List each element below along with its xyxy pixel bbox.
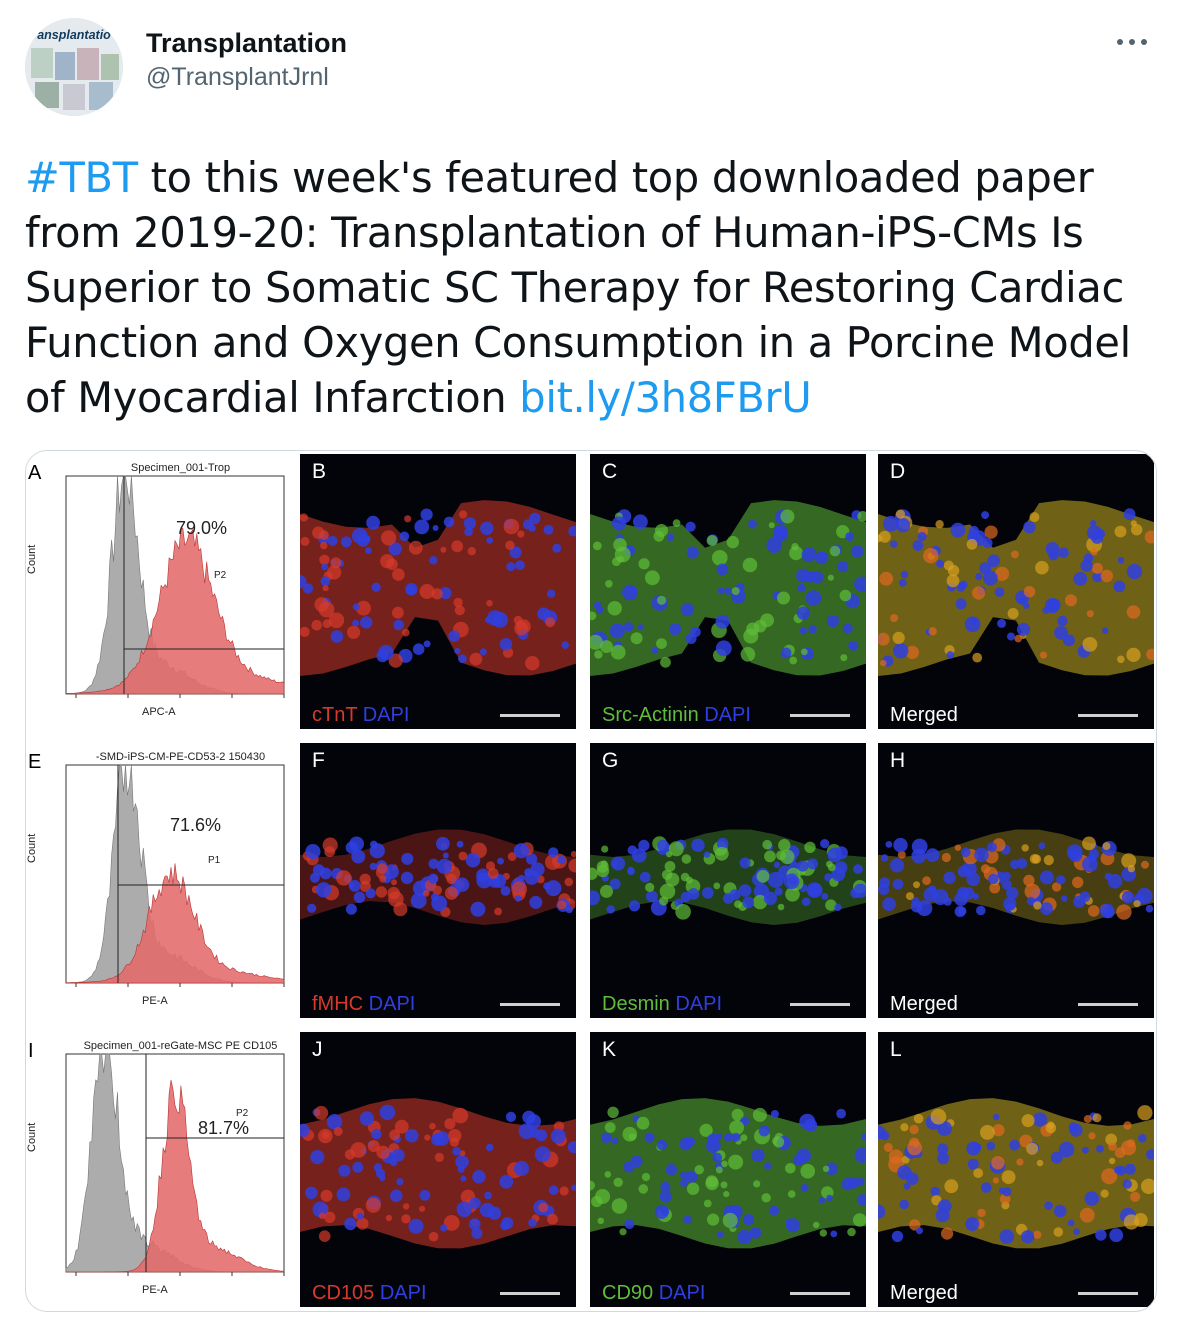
stain-caption: Merged bbox=[890, 1282, 958, 1305]
scale-bar bbox=[500, 714, 560, 717]
handle[interactable]: @TransplantJrnl bbox=[146, 63, 329, 91]
stain-label: DAPI bbox=[669, 993, 723, 1015]
scale-bar bbox=[1078, 1292, 1138, 1295]
microscopy-panel: D Merged bbox=[878, 454, 1154, 729]
flow-histogram-panel: I Specimen_001-reGate-MSC PE CD105 81.7% P2… bbox=[26, 1032, 290, 1307]
scale-bar bbox=[790, 1003, 850, 1006]
flow-histogram-panel: A Specimen_001-Trop 79.0% P2 Count APC-A bbox=[26, 454, 290, 729]
scale-bar bbox=[500, 1003, 560, 1006]
y-axis-label: Count bbox=[26, 544, 38, 574]
panel-letter: H bbox=[890, 749, 906, 772]
flow-histogram-panel: E -SMD-iPS-CM-PE-CD53-2 150430 71.6% P1 Coun… bbox=[26, 743, 290, 1018]
marker-histogram-curve bbox=[65, 527, 285, 695]
stain-caption: Src-Actinin DAPI bbox=[602, 704, 751, 727]
stain-label: Merged bbox=[890, 704, 958, 726]
stain-label: CD90 bbox=[602, 1282, 654, 1304]
panel-letter: F bbox=[312, 749, 325, 772]
tissue-image bbox=[878, 829, 1154, 925]
stain-caption: CD90 DAPI bbox=[602, 1282, 705, 1305]
x-axis-label: APC-A bbox=[142, 706, 176, 718]
microscopy-panel: J CD105 DAPI bbox=[300, 1032, 576, 1307]
stain-label: DAPI bbox=[363, 993, 416, 1015]
scale-bar bbox=[1078, 714, 1138, 717]
panel-letter: G bbox=[602, 749, 619, 772]
avatar[interactable]: ansplantatio bbox=[25, 18, 123, 116]
stain-caption: Merged bbox=[890, 993, 958, 1016]
histogram-title: -SMD-iPS-CM-PE-CD53-2 150430 bbox=[95, 751, 266, 763]
histogram-title: Specimen_001-reGate-MSC PE CD105 bbox=[83, 1040, 278, 1052]
stain-caption: fMHC DAPI bbox=[312, 993, 415, 1016]
microscopy-panel: G Desmin DAPI bbox=[590, 743, 866, 1018]
stain-label: DAPI bbox=[374, 1282, 427, 1304]
tissue-image bbox=[300, 500, 576, 676]
panel-letter: C bbox=[602, 460, 618, 483]
microscopy-panel: K CD90 DAPI bbox=[590, 1032, 866, 1307]
stain-label: Desmin bbox=[602, 993, 670, 1015]
panel-letter: B bbox=[312, 460, 327, 483]
tweet-body: to this week's featured top downloaded p… bbox=[25, 153, 1131, 422]
marker-histogram-curve bbox=[66, 1079, 285, 1273]
stain-caption: cTnT DAPI bbox=[312, 704, 409, 727]
tissue-image bbox=[878, 500, 1154, 676]
x-axis-label: PE-A bbox=[142, 1284, 168, 1296]
y-axis-label: Count bbox=[26, 1122, 38, 1152]
gate-label: P1 bbox=[208, 855, 221, 866]
histogram-title: Specimen_001-Trop bbox=[130, 462, 231, 474]
more-horizontal-icon[interactable] bbox=[1112, 26, 1152, 58]
tissue-image bbox=[300, 1098, 576, 1249]
avatar-text: ansplantatio bbox=[37, 28, 111, 42]
tissue-image bbox=[590, 829, 866, 925]
stain-caption: Merged bbox=[890, 704, 958, 727]
tissue-image bbox=[300, 829, 576, 925]
display-name[interactable]: Transplantation bbox=[146, 28, 348, 58]
hashtag-link[interactable]: #TBT bbox=[25, 153, 138, 202]
scale-bar bbox=[790, 714, 850, 717]
stain-label: DAPI bbox=[653, 1282, 706, 1304]
panel-letter: K bbox=[602, 1038, 617, 1061]
gate-label: P2 bbox=[214, 570, 227, 581]
panel-letter: D bbox=[890, 460, 906, 483]
scale-bar bbox=[500, 1292, 560, 1295]
panel-letter: J bbox=[312, 1038, 323, 1061]
microscopy-panel: L Merged bbox=[878, 1032, 1154, 1307]
tissue-image bbox=[878, 1098, 1154, 1249]
panel-letter: L bbox=[890, 1038, 902, 1061]
stain-caption: CD105 DAPI bbox=[312, 1282, 427, 1305]
panel-letter: A bbox=[28, 462, 42, 484]
gate-percent: 71.6% bbox=[170, 815, 222, 835]
stain-label: DAPI bbox=[357, 704, 410, 726]
tweet-text: #TBT to this week's featured top downloa… bbox=[25, 150, 1155, 425]
scale-bar bbox=[790, 1292, 850, 1295]
stain-label: fMHC bbox=[312, 993, 364, 1015]
flow-histogram-plot bbox=[65, 764, 285, 987]
microscopy-panel: H Merged bbox=[878, 743, 1154, 1018]
tissue-image bbox=[590, 1098, 866, 1249]
stain-label: DAPI bbox=[698, 704, 751, 726]
flow-histogram-plot bbox=[65, 1053, 285, 1276]
tweet-url-link[interactable]: bit.ly/3h8FBrU bbox=[519, 373, 812, 422]
journal-covers-image bbox=[25, 18, 123, 116]
panel-letter: E bbox=[28, 751, 42, 773]
microscopy-panel: C Src-Actinin DAPI bbox=[590, 454, 866, 729]
gate-label: P2 bbox=[236, 1108, 249, 1119]
stain-caption: Desmin DAPI bbox=[602, 993, 722, 1016]
marker-histogram-curve bbox=[65, 863, 285, 984]
gate-percent: 81.7% bbox=[198, 1118, 250, 1138]
x-axis-label: PE-A bbox=[142, 995, 168, 1007]
stain-label: Merged bbox=[890, 993, 958, 1015]
scale-bar bbox=[1078, 1003, 1138, 1006]
tissue-image bbox=[590, 500, 866, 676]
author-block: Transplantation @TransplantJrnl bbox=[146, 26, 347, 94]
gate-percent: 79.0% bbox=[176, 518, 228, 538]
stain-label: cTnT bbox=[312, 704, 358, 726]
y-axis-label: Count bbox=[26, 833, 38, 863]
flow-histogram-plot bbox=[65, 475, 285, 698]
stain-label: CD105 bbox=[312, 1282, 375, 1304]
stain-label: Src-Actinin bbox=[602, 704, 699, 726]
panel-letter: I bbox=[28, 1040, 34, 1062]
stain-label: Merged bbox=[890, 1282, 958, 1304]
